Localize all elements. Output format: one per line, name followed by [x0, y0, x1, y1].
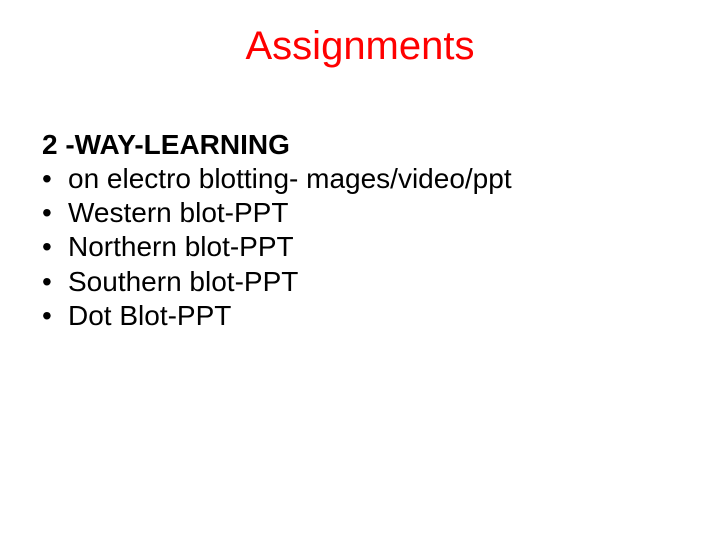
slide: Assignments 2 -WAY-LEARNING • on electro… [0, 0, 720, 540]
slide-title: Assignments [0, 24, 720, 69]
bullet-text: Northern blot-PPT [68, 230, 678, 264]
bullet-text: on electro blotting- mages/video/ppt [68, 162, 678, 196]
bullet-dot-icon: • [42, 162, 68, 196]
bullet-dot-icon: • [42, 196, 68, 230]
bullet-item: • Dot Blot-PPT [42, 299, 678, 333]
bullet-text: Dot Blot-PPT [68, 299, 678, 333]
bullet-text: Southern blot-PPT [68, 265, 678, 299]
slide-body: 2 -WAY-LEARNING • on electro blotting- m… [42, 128, 678, 333]
bullet-item: • Western blot-PPT [42, 196, 678, 230]
bullet-text: Western blot-PPT [68, 196, 678, 230]
bullet-dot-icon: • [42, 299, 68, 333]
bullet-dot-icon: • [42, 230, 68, 264]
bullet-item: • Northern blot-PPT [42, 230, 678, 264]
bullet-item: • Southern blot-PPT [42, 265, 678, 299]
body-heading: 2 -WAY-LEARNING [42, 128, 678, 162]
bullet-dot-icon: • [42, 265, 68, 299]
bullet-item: • on electro blotting- mages/video/ppt [42, 162, 678, 196]
